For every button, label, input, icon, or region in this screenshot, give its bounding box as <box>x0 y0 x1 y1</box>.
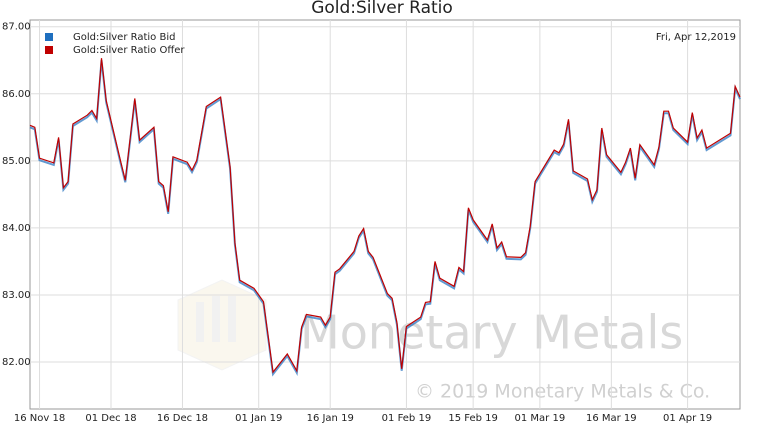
series-line <box>29 58 741 374</box>
legend-label: Gold:Silver Ratio Bid <box>73 32 175 43</box>
watermark-logo <box>177 279 267 371</box>
x-tick-label: 01 Apr 19 <box>663 413 712 424</box>
watermark: Monetary Metals <box>300 306 683 360</box>
x-tick-label: 15 Feb 19 <box>448 413 498 424</box>
legend-label: Gold:Silver Ratio Offer <box>73 45 185 56</box>
x-tick-label: 01 Mar 19 <box>515 413 566 424</box>
x-tick-label: 16 Jan 19 <box>307 413 354 424</box>
copyright: © 2019 Monetary Metals & Co. <box>415 381 710 403</box>
x-tick-label: 16 Mar 19 <box>586 413 637 424</box>
legend-swatch <box>45 46 53 54</box>
x-tick-label: 16 Nov 18 <box>14 413 65 424</box>
legend-swatch <box>45 33 53 41</box>
chart-title: Gold:Silver Ratio <box>311 0 453 18</box>
y-tick-label: 85.00 <box>2 156 31 167</box>
x-tick-label: 01 Feb 19 <box>382 413 432 424</box>
plot-area <box>29 19 741 410</box>
x-tick-label: 01 Dec 18 <box>85 413 136 424</box>
y-tick-label: 82.00 <box>2 357 31 368</box>
x-tick-label: 16 Dec 18 <box>157 413 208 424</box>
y-tick-label: 87.00 <box>2 22 31 33</box>
y-tick-label: 83.00 <box>2 290 31 301</box>
y-tick-label: 86.00 <box>2 89 31 100</box>
y-tick-label: 84.00 <box>2 223 31 234</box>
x-tick-label: 01 Jan 19 <box>235 413 282 424</box>
date-note: Fri, Apr 12,2019 <box>656 32 736 43</box>
